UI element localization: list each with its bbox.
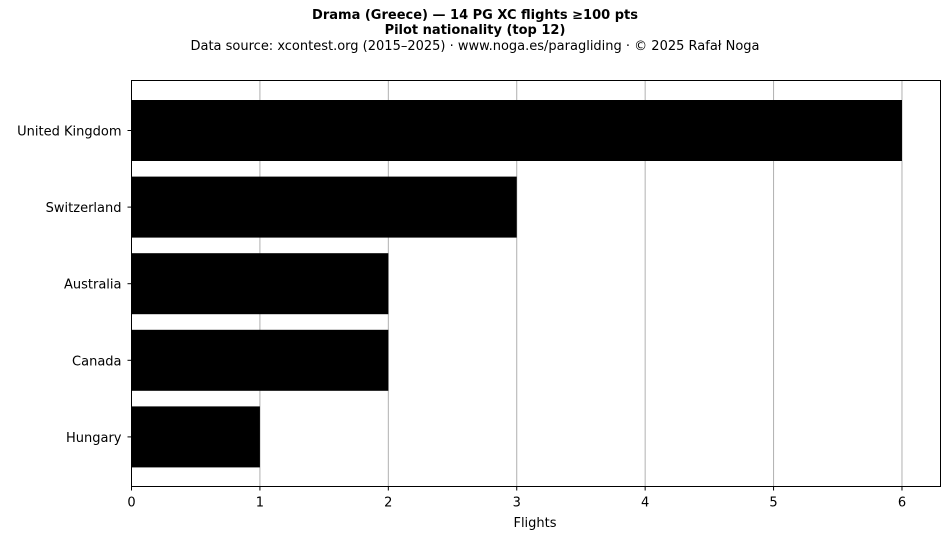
- y-tick-label: Australia: [64, 278, 122, 293]
- x-tick-label: 3: [513, 496, 521, 511]
- x-tick-label: 5: [769, 496, 777, 511]
- x-tick-label: 6: [898, 496, 906, 511]
- bar-switzerland: [131, 176, 517, 238]
- chart-source: Data source: xcontest.org (2015–2025) · …: [190, 39, 760, 54]
- chart-titles: Drama (Greece) — 14 PG XC flights ≥100 p…: [0, 8, 950, 55]
- bar-united-kingdom: [131, 100, 902, 161]
- x-tick-label: 1: [256, 496, 264, 511]
- y-tick-layer: United Kingdom Switzerland Australia Canada…: [17, 125, 132, 446]
- bar-australia: [131, 253, 389, 315]
- y-tick-label: Switzerland: [46, 201, 122, 216]
- x-tick-label: 4: [641, 496, 649, 511]
- chart-title: Drama (Greece) — 14 PG XC flights ≥100 p…: [312, 8, 638, 23]
- x-tick-layer: 0 1 2 3 4 5 6: [127, 486, 906, 511]
- x-axis-label: Flights: [513, 516, 556, 531]
- chart-subtitle: Pilot nationality (top 12): [384, 23, 566, 38]
- x-tick-label: 2: [384, 496, 392, 511]
- bar-canada: [131, 329, 389, 391]
- y-tick-label: United Kingdom: [17, 125, 121, 140]
- bar-layer: [131, 100, 902, 468]
- y-tick-label: Hungary: [66, 431, 122, 446]
- bar-hungary: [131, 406, 260, 468]
- x-tick-label: 0: [127, 496, 135, 511]
- y-tick-label: Canada: [72, 354, 121, 369]
